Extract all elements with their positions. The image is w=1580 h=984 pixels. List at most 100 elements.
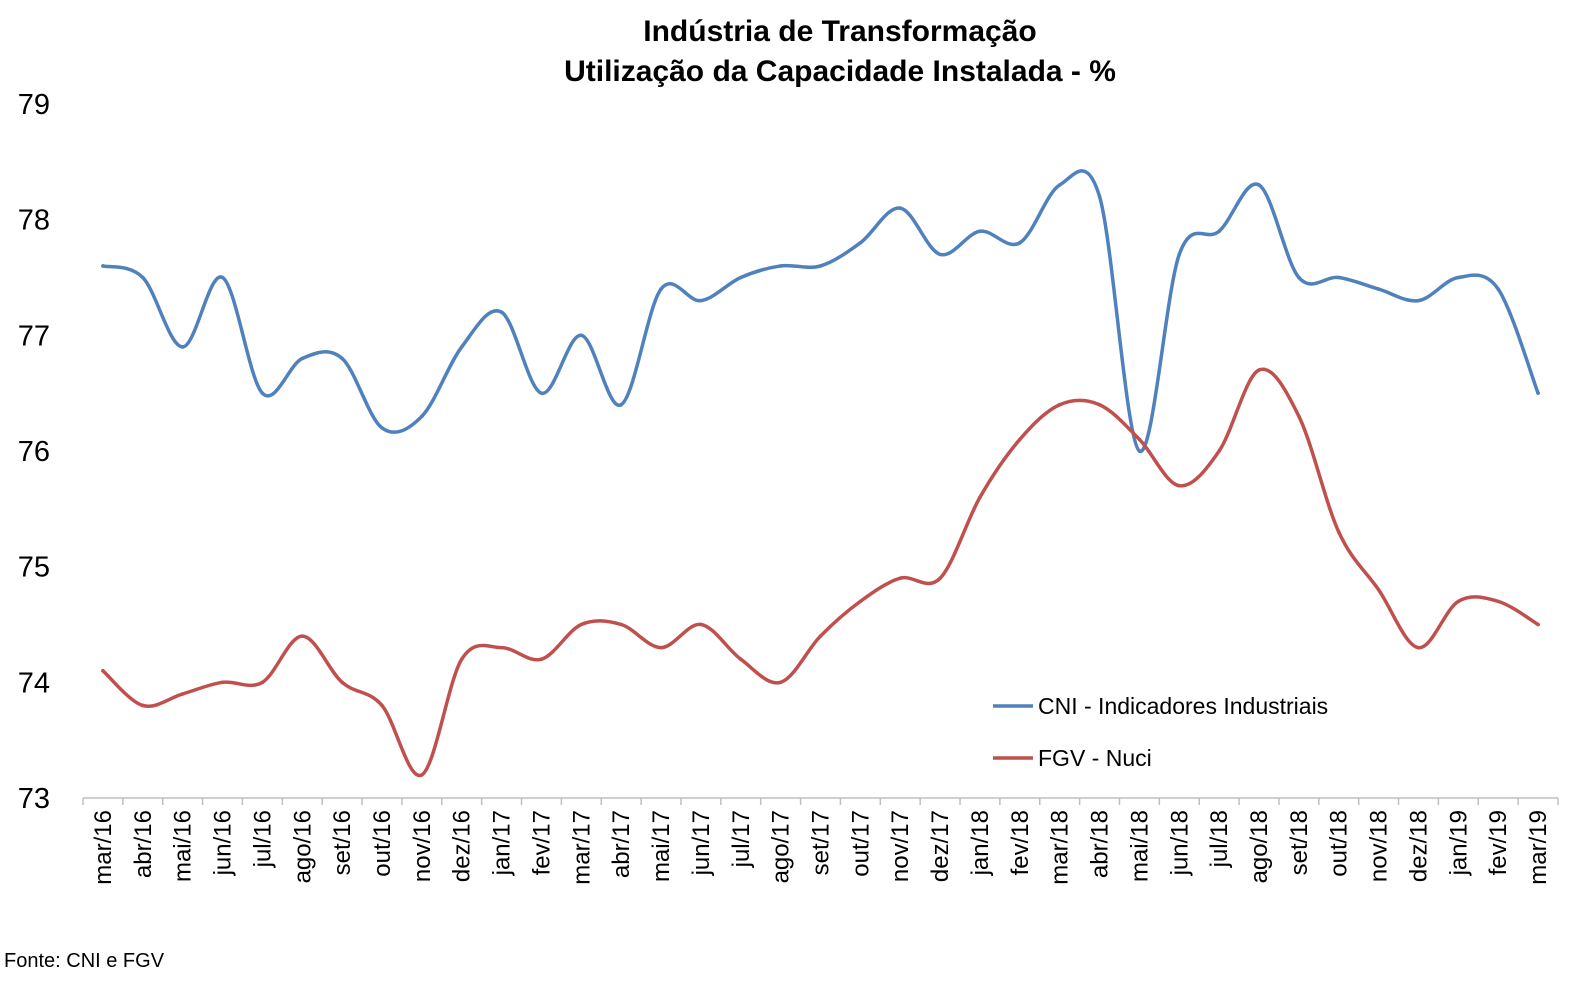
x-tick-label: jun/18 (1166, 810, 1193, 876)
data-point-fgv-nuci (1297, 414, 1301, 419)
data-point-fgv-nuci (898, 576, 903, 581)
data-point-fgv-nuci (1496, 599, 1501, 604)
x-tick-label: nov/16 (409, 810, 436, 882)
data-point-cni-indicadores-industriais (1416, 298, 1421, 303)
data-point-fgv-nuci (1536, 622, 1540, 627)
x-tick-label: out/18 (1326, 810, 1353, 877)
y-tick-label: 74 (18, 667, 50, 699)
x-tick-label: abr/17 (608, 810, 635, 878)
x-tick-label: out/17 (847, 810, 874, 877)
x-tick-label: mar/18 (1047, 810, 1074, 885)
data-point-cni-indicadores-industriais (579, 333, 584, 338)
data-point-cni-indicadores-industriais (619, 402, 623, 407)
data-point-fgv-nuci (818, 634, 823, 638)
data-point-cni-indicadores-industriais (1057, 183, 1062, 187)
data-point-cni-indicadores-industriais (1097, 194, 1102, 199)
x-tick-label: jan/19 (1445, 810, 1472, 876)
data-point-cni-indicadores-industriais (1177, 252, 1182, 257)
x-axis-ticks: mar/16 abr/16 mai/16 jun/16 jul/16 ago/16 set/… (82, 798, 1559, 885)
x-tick-label: set/16 (329, 810, 356, 875)
series-layer (101, 169, 1540, 777)
data-point-fgv-nuci (738, 657, 743, 661)
data-point-cni-indicadores-industriais (898, 206, 903, 210)
x-tick-label: out/16 (369, 810, 396, 877)
data-point-fgv-nuci (539, 657, 544, 661)
x-tick-label: fev/17 (528, 810, 555, 875)
data-point-fgv-nuci (1416, 645, 1421, 650)
data-point-fgv-nuci (1456, 599, 1461, 604)
data-point-cni-indicadores-industriais (818, 264, 823, 268)
data-point-cni-indicadores-industriais (1496, 287, 1501, 291)
data-point-cni-indicadores-industriais (1336, 275, 1341, 280)
series-fgv-nuci (101, 367, 1540, 777)
data-point-cni-indicadores-industriais (699, 298, 703, 303)
data-point-fgv-nuci (579, 622, 584, 627)
data-point-fgv-nuci (778, 680, 783, 685)
data-point-fgv-nuci (220, 680, 225, 685)
x-tick-label: jul/16 (249, 810, 276, 868)
y-tick-label: 79 (18, 89, 50, 121)
data-point-fgv-nuci (340, 680, 344, 685)
y-axis-ticks: 73 74 75 76 77 78 79 (18, 89, 50, 815)
data-point-fgv-nuci (1097, 402, 1102, 407)
data-point-fgv-nuci (699, 622, 703, 627)
x-tick-label: mar/19 (1525, 810, 1552, 885)
x-tick-label: jan/18 (967, 810, 994, 876)
data-point-cni-indicadores-industriais (938, 252, 942, 257)
data-point-cni-indicadores-industriais (101, 264, 105, 268)
x-tick-label: set/17 (808, 810, 835, 875)
chart-title-line2: Utilização da Capacidade Instalada - % (564, 55, 1116, 88)
data-point-fgv-nuci (858, 599, 863, 604)
data-point-fgv-nuci (1018, 437, 1022, 442)
x-tick-label: nov/17 (887, 810, 914, 882)
data-point-fgv-nuci (1336, 530, 1341, 534)
x-tick-label: dez/16 (449, 810, 476, 882)
x-tick-label: mai/16 (170, 810, 197, 882)
series-line-fgv-nuci (101, 367, 1540, 777)
data-point-cni-indicadores-industriais (1536, 391, 1540, 395)
y-tick-label: 77 (18, 320, 50, 352)
data-point-cni-indicadores-industriais (1456, 275, 1461, 280)
data-point-cni-indicadores-industriais (459, 345, 464, 349)
data-point-fgv-nuci (459, 657, 464, 661)
data-point-fgv-nuci (101, 668, 105, 673)
data-point-cni-indicadores-industriais (738, 275, 743, 280)
x-tick-label: set/18 (1286, 810, 1313, 875)
data-point-cni-indicadores-industriais (300, 356, 305, 361)
y-tick-label: 76 (18, 436, 50, 468)
data-point-cni-indicadores-industriais (340, 356, 344, 361)
x-tick-label: mar/17 (568, 810, 595, 885)
data-point-fgv-nuci (1057, 402, 1062, 407)
data-point-fgv-nuci (938, 576, 942, 581)
data-point-fgv-nuci (420, 773, 424, 777)
data-point-cni-indicadores-industriais (180, 345, 185, 349)
x-tick-label: mar/16 (90, 810, 117, 885)
x-tick-label: ago/17 (768, 810, 795, 883)
x-tick-label: fev/19 (1485, 810, 1512, 875)
source-note: Fonte: CNI e FGV (4, 950, 165, 972)
data-point-fgv-nuci (1257, 368, 1261, 372)
data-point-cni-indicadores-industriais (1376, 287, 1381, 291)
data-point-fgv-nuci (1137, 437, 1142, 442)
x-tick-label: jun/16 (210, 810, 237, 876)
data-point-cni-indicadores-industriais (1217, 229, 1221, 234)
data-point-cni-indicadores-industriais (1297, 275, 1301, 280)
data-point-cni-indicadores-industriais (659, 287, 663, 291)
data-point-fgv-nuci (978, 495, 982, 500)
data-point-fgv-nuci (260, 680, 265, 685)
data-point-fgv-nuci (180, 692, 185, 696)
y-tick-label: 73 (18, 783, 50, 815)
y-tick-label: 78 (18, 205, 50, 237)
data-point-cni-indicadores-industriais (420, 414, 424, 419)
data-point-cni-indicadores-industriais (1257, 183, 1261, 187)
data-point-cni-indicadores-industriais (1018, 241, 1022, 245)
x-tick-label: nov/18 (1366, 810, 1393, 882)
data-point-fgv-nuci (380, 703, 384, 708)
x-tick-label: jun/17 (688, 810, 715, 876)
y-tick-label: 75 (18, 552, 50, 584)
x-tick-label: abr/16 (130, 810, 157, 878)
x-tick-label: jul/18 (1206, 810, 1233, 868)
x-tick-label: abr/18 (1087, 810, 1114, 878)
data-point-cni-indicadores-industriais (858, 241, 863, 245)
data-point-cni-indicadores-industriais (260, 391, 265, 395)
